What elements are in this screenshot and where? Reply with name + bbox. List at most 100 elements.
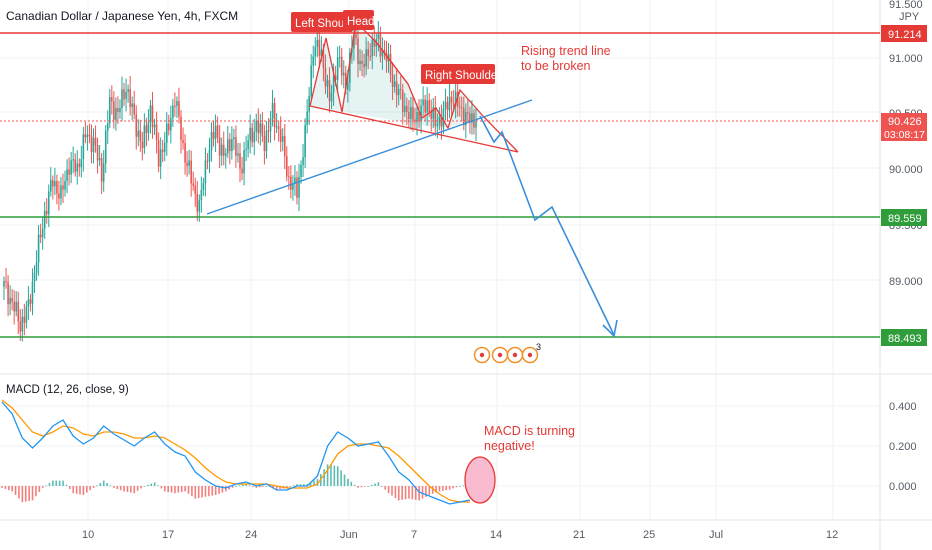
macd-histogram-bar [82,486,85,495]
macd-histogram-bar [204,486,207,497]
candle [304,118,306,169]
candle [39,223,42,244]
projected-path-arrowhead [602,319,618,338]
macd-histogram-bar [394,486,397,498]
macd-histogram-bar [113,486,115,488]
macd-histogram-bar [45,485,47,487]
price-tick: 91.500 [889,0,923,11]
svg-text:91.214: 91.214 [888,29,922,41]
candle [123,82,125,107]
candle [192,171,195,191]
candle [381,37,384,70]
candle [52,175,54,200]
macd-histogram-bar [18,486,20,499]
macd-histogram-bar [296,484,298,486]
candle [60,176,62,206]
macd-histogram-bar [99,483,102,486]
candle [330,84,333,110]
support1-price-label: 89.559 [881,209,927,226]
macd-histogram-bar [75,486,78,494]
macd-histogram-bar [231,486,234,488]
macd-histogram-bar [102,480,105,486]
macd-histogram-bar [381,486,383,487]
candle [17,291,20,334]
candle [161,139,164,162]
candle [383,40,386,60]
candle [231,126,233,160]
macd-histogram-bar [252,486,254,487]
macd-histogram-bar [31,486,34,501]
candle [204,147,207,197]
candle [450,90,453,117]
macd-histogram-bar [41,486,44,488]
macd-histogram-bar [303,484,305,486]
svg-text:Head: Head [347,16,375,28]
candle [88,123,91,144]
event-count: 3 [536,342,541,352]
price-tick: 91.000 [889,53,923,65]
macd-histogram-bar [28,486,30,501]
candle [74,153,77,177]
price-tick: 90.000 [889,164,923,176]
candle [31,268,34,316]
macd-histogram-bar [92,486,95,488]
candle [178,87,180,124]
candle [94,125,97,153]
macd-histogram-bar [208,486,210,497]
candle [349,48,351,92]
macd-histogram-bar [214,486,217,495]
projected-path [479,115,615,336]
candle [363,53,365,78]
economic-events-markers[interactable]: 3 [473,342,542,364]
macd-histogram-bar [384,486,387,490]
candle [243,141,245,186]
candle [275,113,278,133]
macd-histogram-bar [116,486,119,489]
candle [442,100,445,135]
macd-histogram-bar [323,469,325,486]
candle [410,96,412,130]
candle [454,83,457,119]
candle [194,177,197,207]
candle [202,177,205,196]
macd-histogram-bar [316,478,319,486]
macd-histogram-bar [1,486,3,488]
current-price-label: 90.426 03:08:17 [881,113,927,141]
time-tick: 24 [245,529,257,541]
candle [397,83,400,106]
candle [47,184,50,228]
candle [149,99,152,134]
macd-histogram-bar [123,486,125,492]
macd-histogram-bar [272,486,275,489]
candle [412,96,414,132]
candle [401,83,404,125]
macd-histogram-bar [397,486,400,501]
candle [237,142,239,163]
candle [200,176,203,213]
candle [182,127,184,150]
candle [255,113,258,142]
candle [153,118,156,135]
time-tick: 10 [82,529,94,541]
macd-histogram-bar [404,486,407,500]
candle [269,111,272,143]
time-tick: 12 [826,529,838,541]
resistance-price-label: 91.214 [881,25,927,42]
candle [133,90,136,120]
candle [43,201,46,239]
macd-histogram-bar [452,486,454,489]
candle [273,97,276,141]
candle [314,37,317,66]
candle [206,153,209,170]
macd-histogram-bar [408,486,410,499]
candle [395,68,398,108]
candle [414,107,416,129]
candle [251,122,254,148]
candle [184,134,186,175]
macd-histogram-bar [11,486,13,492]
candle [104,125,107,173]
macd-histogram-bar [258,486,261,488]
macd-histogram-bar [228,486,231,490]
macd-histogram-bar [157,485,159,487]
candle [147,109,150,141]
